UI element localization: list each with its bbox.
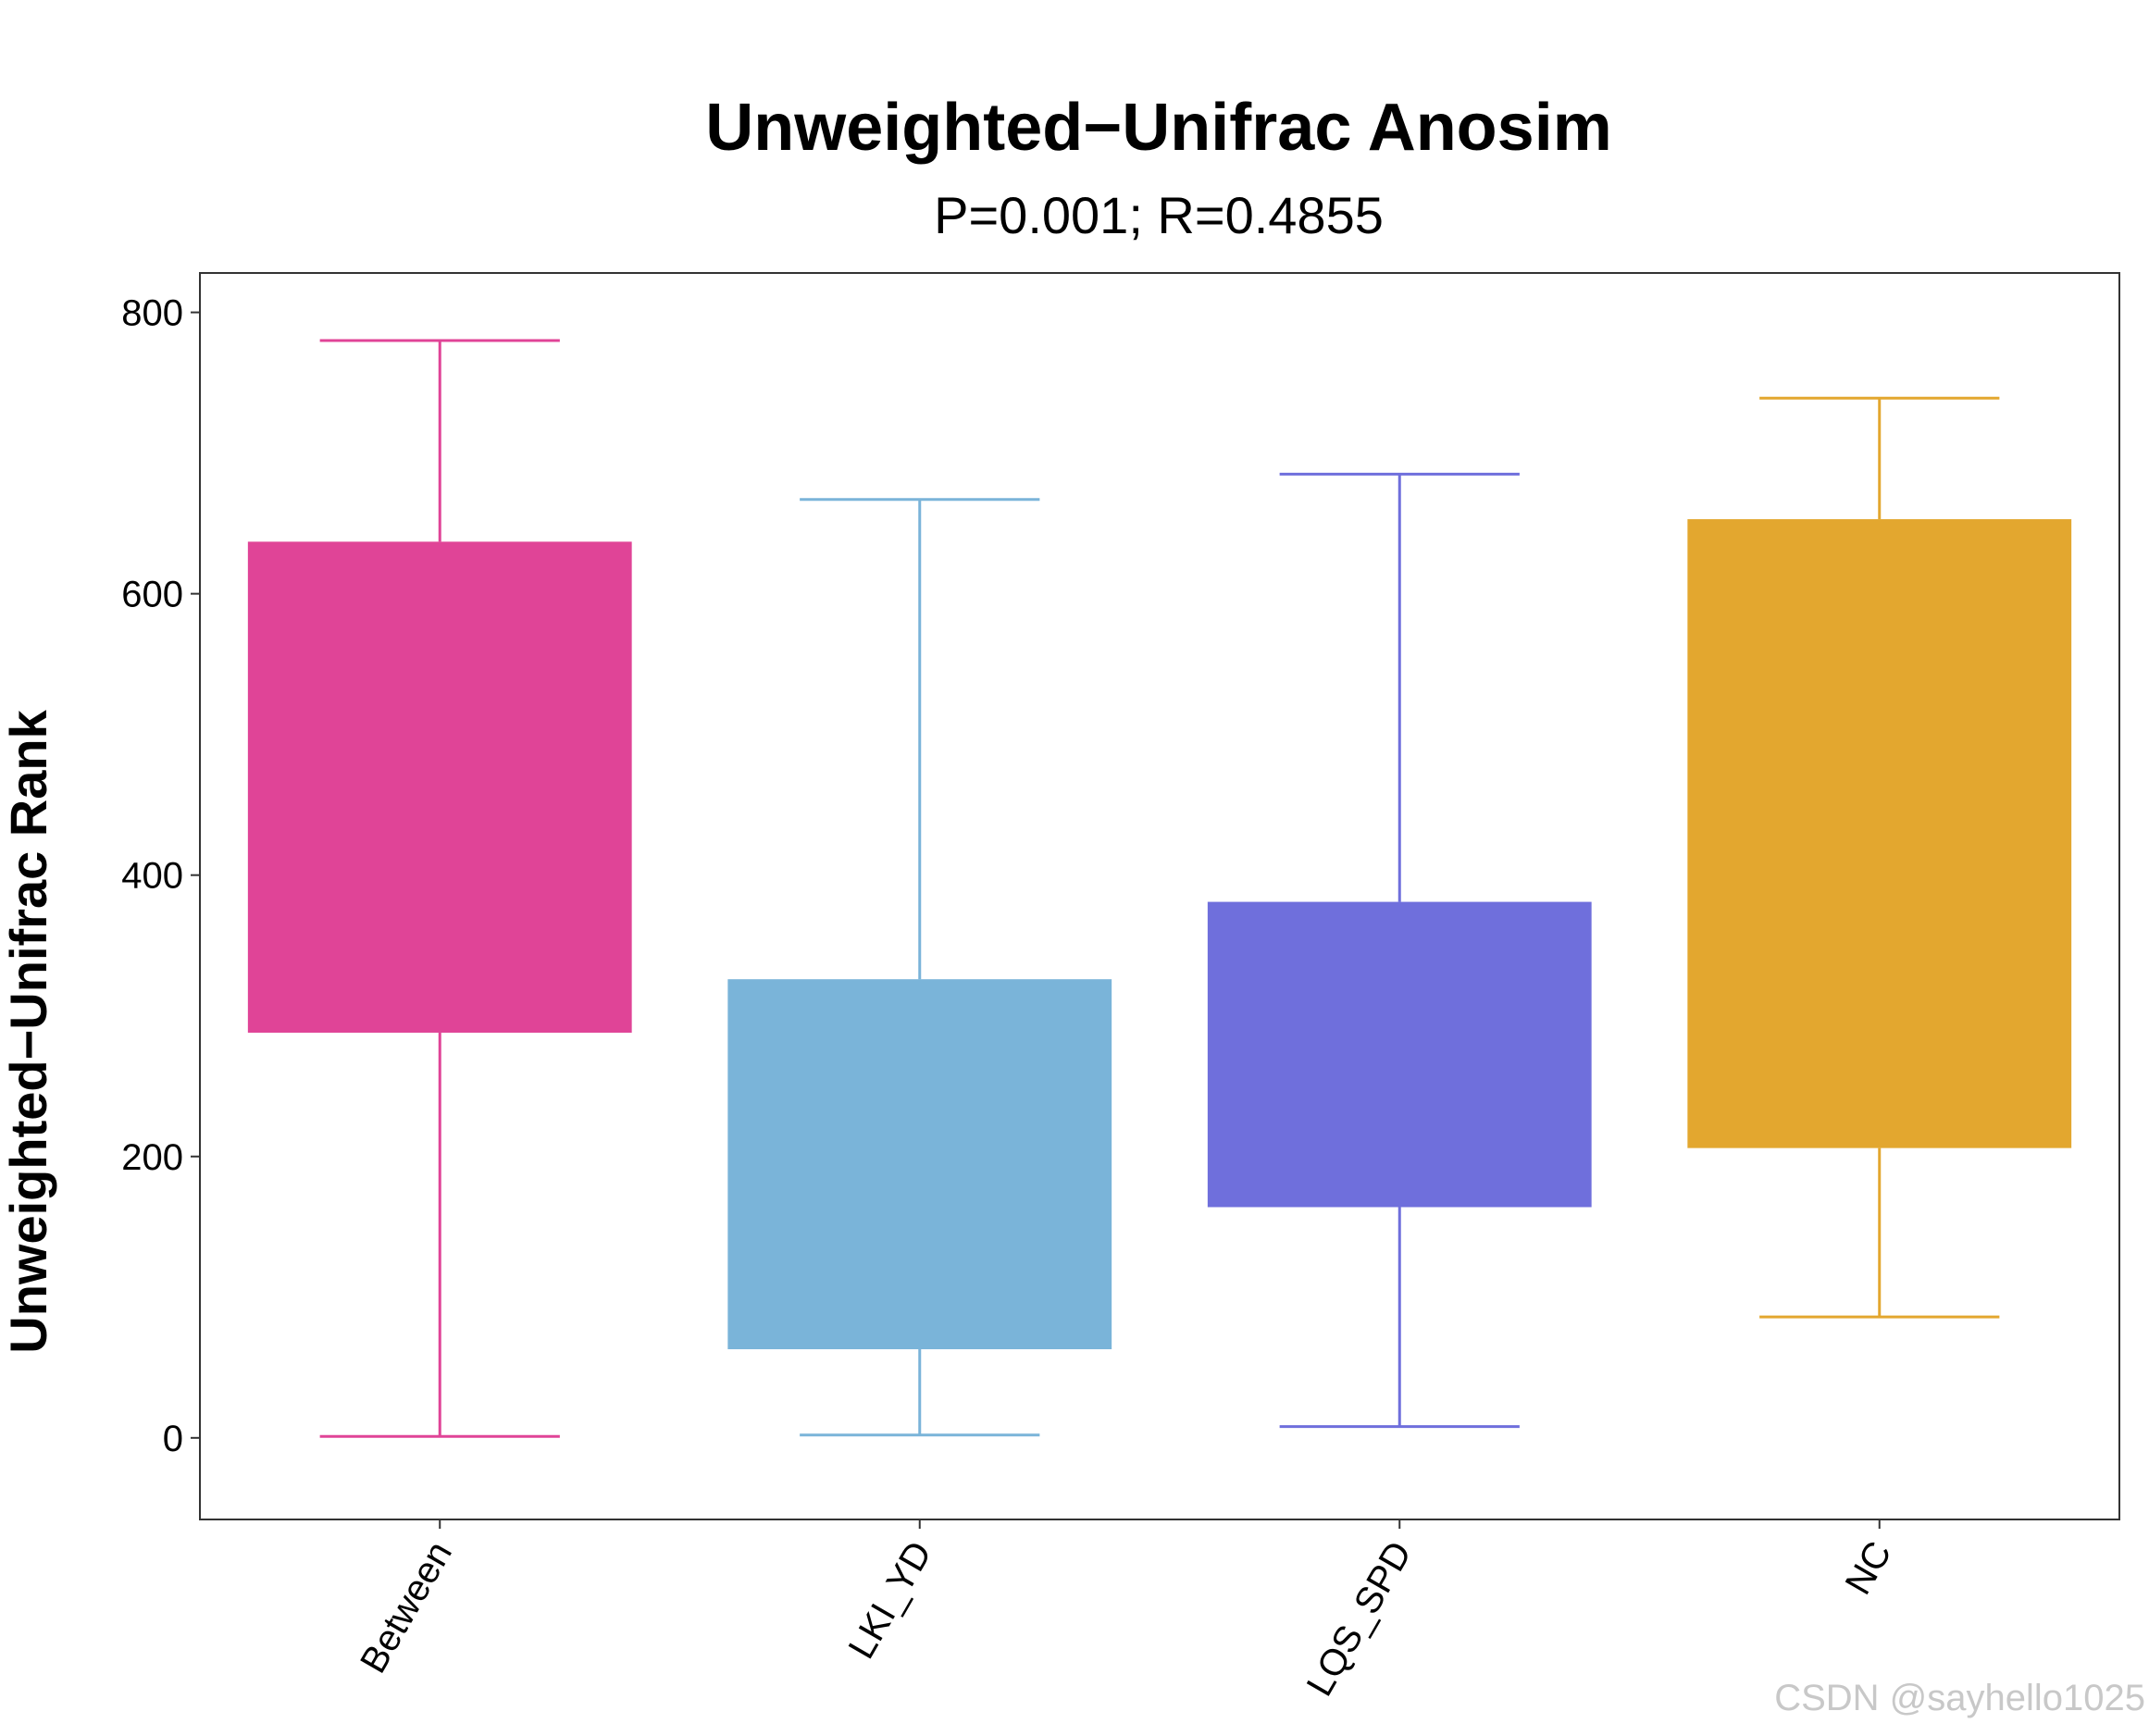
plot-panel-border [199, 272, 2120, 1520]
box-between [247, 541, 632, 1033]
watermark: CSDN @sayhello1025 [1774, 1678, 2145, 1718]
y-tick-label-0: 0 [163, 1419, 183, 1459]
y-axis-label: Unweighted−Unifrac Rank [0, 709, 57, 1353]
y-tick-label-600: 600 [121, 575, 183, 615]
box-lqs-spd [1207, 901, 1592, 1208]
y-tick-label-400: 400 [121, 856, 183, 897]
y-tick-label-800: 800 [121, 293, 183, 334]
chart-title: Unweighted−Unifrac Anosim [705, 91, 1611, 165]
y-tick-label-200: 200 [121, 1137, 183, 1178]
plot-layer: 0 200 400 600 800 Between LKI_YD LQS_SPD NC [121, 272, 2120, 1704]
box-nc [1687, 519, 2072, 1148]
x-tick-label-between: Between [353, 1535, 460, 1680]
x-tick-label-nc: NC [1838, 1535, 1900, 1602]
x-tick-label-lqs-spd: LQS_SPD [1299, 1535, 1420, 1704]
chart-subtitle: P=0.001; R=0.4855 [934, 186, 1384, 244]
x-tick-label-lki-yd: LKI_YD [841, 1535, 940, 1666]
box-lki-yd [727, 979, 1112, 1350]
